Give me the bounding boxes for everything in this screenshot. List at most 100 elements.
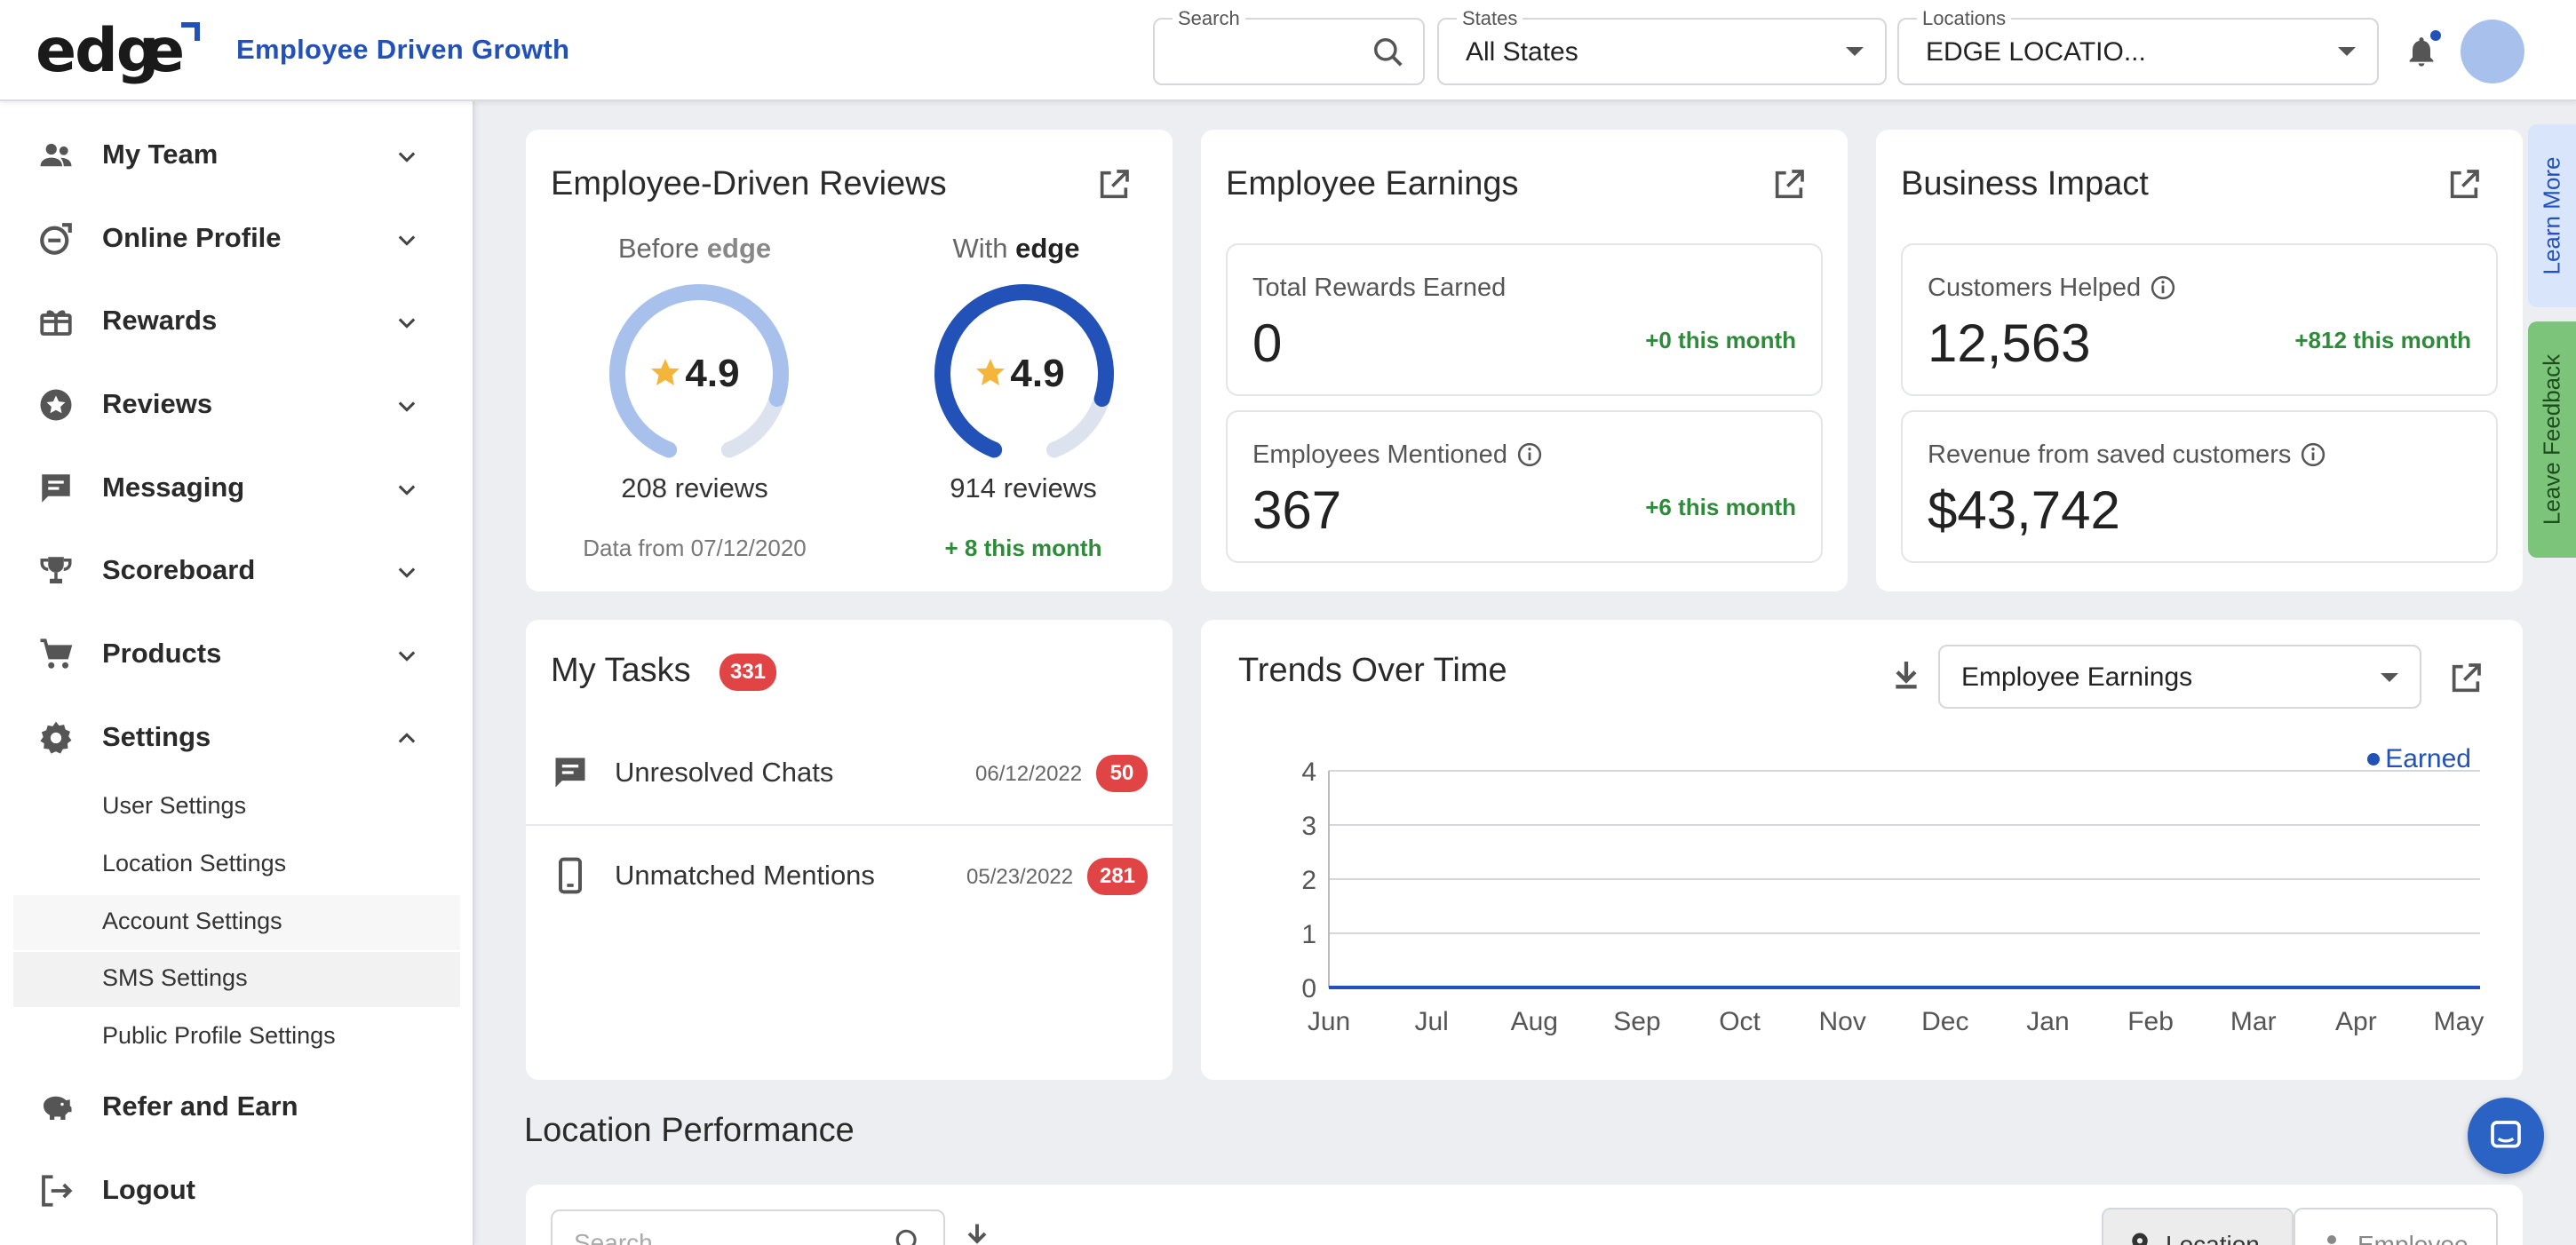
task-count-badge: 50 — [1096, 755, 1148, 792]
task-label: Unresolved Chats — [615, 757, 834, 788]
edge-logo[interactable]: edg e — [36, 16, 204, 86]
sidebar-item-logout[interactable]: Logout — [0, 1154, 474, 1225]
caret-down-icon — [2381, 673, 2398, 682]
chevron-down-icon — [398, 401, 416, 412]
locations-select[interactable]: Locations EDGE LOCATIO... — [1897, 7, 2379, 85]
tasks-card: My Tasks 331 — [526, 620, 1173, 1080]
search-field[interactable]: Search — [1153, 7, 1425, 85]
before-data-from: Data from 07/12/2020 — [583, 535, 807, 561]
sidebar-sub-sms-settings[interactable]: SMS Settings — [13, 952, 460, 1007]
bell-icon[interactable] — [2404, 34, 2439, 69]
x-tick-label: Feb — [2127, 1007, 2174, 1036]
total-rewards-stat: Total Rewards Earned 0 +0 this month — [1226, 243, 1823, 396]
search-icon[interactable] — [1371, 36, 1405, 69]
task-count-badge: 281 — [1087, 858, 1148, 895]
states-select[interactable]: States All States — [1437, 7, 1887, 85]
open-external-icon[interactable] — [2448, 661, 2484, 696]
location-search-input[interactable]: Search — [551, 1209, 945, 1245]
app-header: edg e Employee Driven Growth Search Stat… — [0, 0, 2576, 101]
info-icon[interactable] — [2150, 274, 2176, 301]
learn-more-tab[interactable]: Learn More — [2528, 124, 2576, 307]
avatar[interactable] — [2461, 20, 2524, 83]
star-badge-icon — [40, 389, 72, 421]
sidebar-item-reviews[interactable]: Reviews — [0, 369, 474, 440]
sidebar-item-settings[interactable]: Settings — [0, 702, 474, 773]
x-tick-label: Jun — [1308, 1007, 1350, 1036]
search-icon[interactable] — [894, 1227, 924, 1245]
sidebar-item-label: Reviews — [102, 388, 213, 419]
toggle-location[interactable]: Location — [2102, 1208, 2294, 1245]
legend-label: Earned — [2385, 744, 2471, 773]
sidebar-item-label: Messaging — [102, 472, 245, 503]
x-tick-label: Oct — [1719, 1007, 1761, 1036]
task-row-unmatched-mentions[interactable]: Unmatched Mentions 05/23/2022 281 — [526, 826, 1173, 929]
chat-launcher-button[interactable] — [2468, 1098, 2544, 1174]
leave-feedback-tab[interactable]: Leave Feedback — [2528, 321, 2576, 558]
card-title: Employee-Driven Reviews — [551, 165, 947, 202]
stat-label: Employees Mentioned — [1252, 440, 1507, 469]
open-external-icon[interactable] — [2446, 167, 2482, 202]
stat-delta: +812 this month — [2294, 327, 2471, 353]
sidebar-item-refer-and-earn[interactable]: Refer and Earn — [0, 1071, 474, 1142]
stat-delta: +6 this month — [1645, 494, 1796, 520]
x-tick-label: Mar — [2230, 1007, 2277, 1036]
chevron-down-icon — [398, 152, 416, 163]
task-date: 05/23/2022 — [966, 865, 1074, 889]
info-icon[interactable] — [2300, 441, 2326, 468]
toggle-employee[interactable]: Employee — [2294, 1208, 2498, 1245]
with-gauge: 4.9 — [934, 284, 1114, 458]
sidebar-sub-user-settings[interactable]: User Settings — [13, 780, 460, 835]
svg-text:edg: edg — [36, 16, 157, 85]
location-performance-title: Location Performance — [524, 1112, 855, 1149]
piggy-bank-icon — [44, 1096, 72, 1120]
stat-label-wrap: Employees Mentioned — [1252, 440, 1543, 470]
sidebar-item-my-team[interactable]: My Team — [0, 119, 474, 190]
chevron-down-icon — [398, 485, 416, 496]
locations-value: EDGE LOCATIO... — [1926, 37, 2146, 67]
download-icon[interactable] — [961, 1220, 993, 1245]
trends-metric-select[interactable]: Employee Earnings — [1938, 645, 2421, 709]
sidebar-item-label: Products — [102, 638, 222, 669]
stat-value: 12,563 — [1928, 313, 2091, 373]
x-tick-label: Apr — [2335, 1007, 2377, 1036]
with-gauge-rating: 4.9 — [1010, 352, 1064, 395]
team-icon — [40, 143, 72, 167]
before-reviews-count: 208 reviews — [621, 472, 768, 504]
sidebar-item-label: Logout — [102, 1174, 196, 1205]
sidebar-sub-public-profile-settings[interactable]: Public Profile Settings — [13, 1010, 460, 1065]
sidebar-item-label: My Team — [102, 139, 219, 170]
before-gauge: 4.9 — [609, 284, 789, 458]
sidebar-sub-location-settings[interactable]: Location Settings — [13, 837, 460, 892]
sidebar-item-messaging[interactable]: Messaging — [0, 452, 474, 523]
x-tick-label: Jul — [1414, 1007, 1448, 1036]
chart-legend[interactable]: Earned — [2367, 744, 2471, 774]
sidebar-item-rewards[interactable]: Rewards — [0, 285, 474, 356]
info-icon[interactable] — [1516, 441, 1543, 468]
chevron-down-icon — [398, 235, 416, 246]
stat-value: 0 — [1252, 313, 1283, 373]
open-external-icon[interactable] — [1096, 167, 1132, 202]
star-icon — [976, 359, 1005, 385]
logout-icon — [42, 1175, 73, 1207]
person-icon — [2327, 1235, 2336, 1244]
stat-label: Revenue from saved customers — [1928, 440, 2292, 469]
earnings-card: Employee Earnings Total Rewards Earned 0… — [1201, 130, 1848, 591]
stat-label: Customers Helped — [1928, 274, 2142, 302]
task-row-unresolved-chats[interactable]: Unresolved Chats 06/12/2022 50 — [526, 723, 1173, 826]
sidebar-item-label: Online Profile — [102, 222, 282, 253]
y-tick-label: 0 — [1301, 974, 1316, 1003]
with-prefix: With — [952, 233, 1008, 264]
gift-icon — [40, 310, 72, 336]
sidebar-item-scoreboard[interactable]: Scoreboard — [0, 535, 474, 606]
before-prefix: Before — [617, 233, 700, 264]
star-icon — [651, 359, 680, 385]
open-external-icon[interactable] — [1771, 167, 1807, 202]
caret-down-icon — [2338, 47, 2356, 56]
sidebar-sub-account-settings[interactable]: Account Settings — [13, 895, 460, 950]
stat-delta: +0 this month — [1645, 327, 1796, 353]
search-label: Search — [1173, 7, 1245, 30]
learn-more-label: Learn More — [2538, 156, 2565, 275]
download-icon[interactable] — [1888, 657, 1924, 693]
sidebar-item-online-profile[interactable]: Online Profile — [0, 202, 474, 274]
sidebar-item-products[interactable]: Products — [0, 618, 474, 689]
